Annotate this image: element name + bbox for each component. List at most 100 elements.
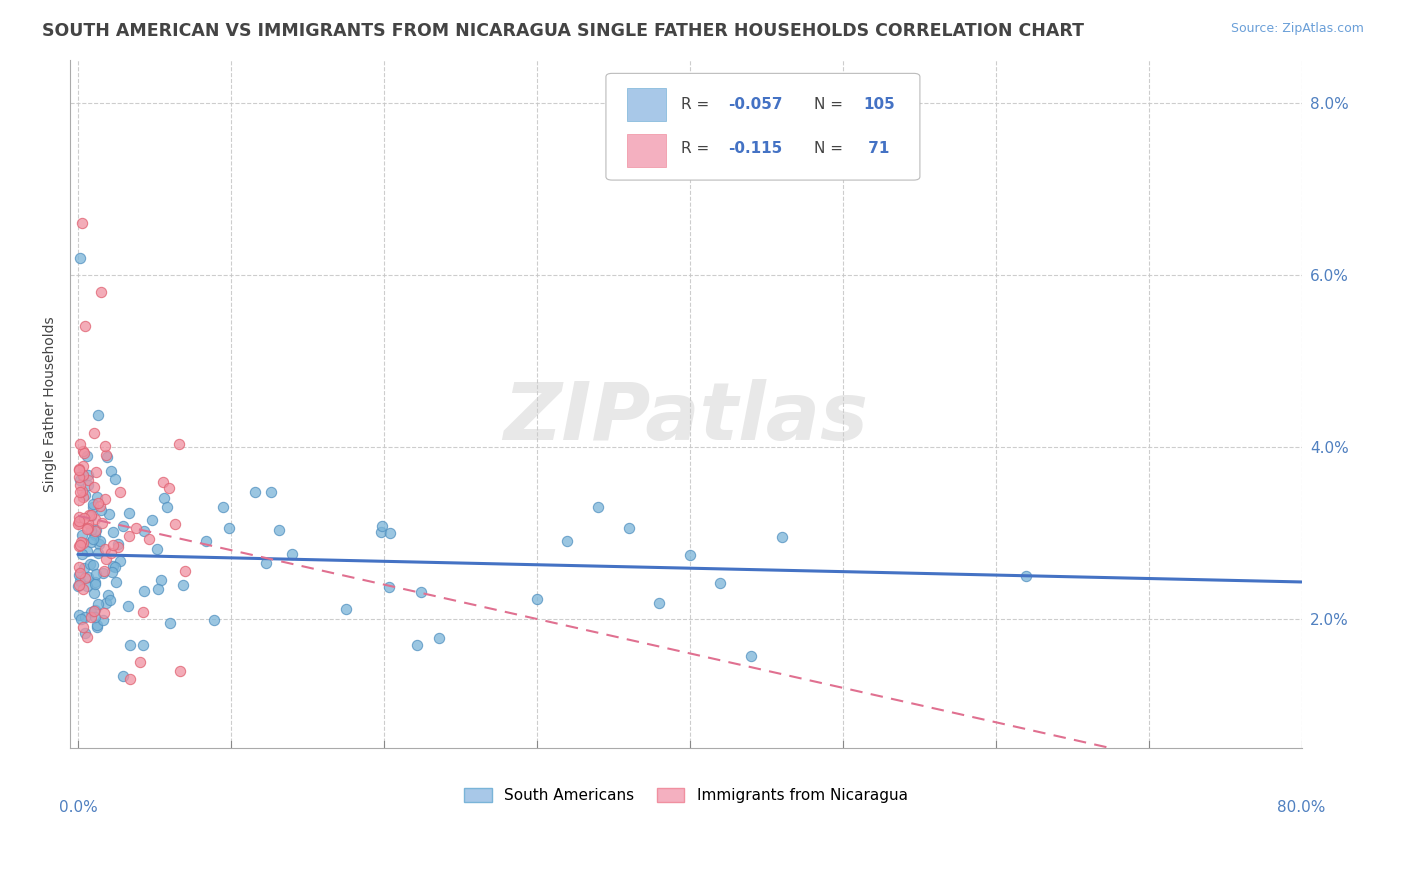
- Point: [174, 564, 197, 578]
- Point: [90, 503, 112, 517]
- Text: ZIPatlas: ZIPatlas: [503, 378, 869, 457]
- Text: 105: 105: [863, 97, 896, 112]
- Point: [70, 535, 93, 549]
- Point: [94, 541, 117, 556]
- Point: [110, 485, 132, 500]
- Point: [94, 449, 117, 463]
- Point: [98, 593, 121, 607]
- Point: [172, 578, 194, 592]
- Point: [87, 598, 110, 612]
- Point: [67, 469, 90, 483]
- Text: 0.0%: 0.0%: [59, 800, 97, 814]
- Text: SOUTH AMERICAN VS IMMIGRANTS FROM NICARAGUA SINGLE FATHER HOUSEHOLDS CORRELATION: SOUTH AMERICAN VS IMMIGRANTS FROM NICARA…: [42, 22, 1084, 40]
- Point: [93, 606, 115, 620]
- Point: [243, 484, 266, 499]
- Point: [138, 533, 160, 547]
- Point: [75, 571, 97, 585]
- Point: [107, 537, 129, 551]
- Point: [108, 554, 131, 568]
- Point: [129, 655, 152, 669]
- Point: [146, 582, 169, 596]
- Point: [157, 481, 180, 495]
- Point: [405, 638, 427, 652]
- Point: [67, 539, 90, 553]
- Point: [97, 588, 120, 602]
- Point: [72, 483, 94, 498]
- Point: [82, 558, 104, 572]
- Point: [79, 523, 101, 537]
- Point: [141, 513, 163, 527]
- Point: [80, 605, 103, 619]
- Point: [83, 577, 105, 591]
- Point: [67, 578, 90, 592]
- Point: [79, 609, 101, 624]
- Point: [83, 603, 105, 617]
- Point: [69, 560, 91, 574]
- Point: [70, 216, 93, 230]
- Point: [101, 538, 124, 552]
- Point: [82, 496, 104, 510]
- Point: [69, 251, 91, 265]
- Point: [89, 499, 111, 513]
- Point: [72, 467, 94, 482]
- Point: [76, 522, 98, 536]
- Point: [67, 509, 90, 524]
- Point: [149, 574, 172, 588]
- Point: [89, 533, 111, 548]
- Point: [83, 528, 105, 542]
- Point: [90, 285, 112, 299]
- Point: [218, 521, 240, 535]
- Point: [69, 566, 91, 580]
- Point: [84, 567, 107, 582]
- Point: [100, 464, 122, 478]
- Point: [82, 500, 104, 514]
- Point: [281, 547, 304, 561]
- Point: [377, 580, 399, 594]
- Point: [86, 496, 108, 510]
- Point: [117, 599, 139, 614]
- Point: [72, 491, 94, 505]
- Point: [132, 524, 155, 538]
- Point: [111, 669, 134, 683]
- Text: N =: N =: [814, 141, 848, 156]
- Point: [107, 540, 129, 554]
- Point: [91, 613, 114, 627]
- Point: [72, 619, 94, 633]
- Point: [79, 557, 101, 571]
- Point: [67, 608, 90, 623]
- Point: [104, 472, 127, 486]
- Point: [72, 446, 94, 460]
- Text: 71: 71: [863, 141, 890, 156]
- Point: [76, 630, 98, 644]
- Point: [70, 528, 93, 542]
- Point: [259, 485, 281, 500]
- Point: [75, 625, 97, 640]
- Point: [72, 459, 94, 474]
- Point: [69, 478, 91, 492]
- Point: [77, 508, 100, 522]
- Point: [152, 491, 174, 505]
- Point: [86, 618, 108, 632]
- Point: [101, 565, 124, 579]
- Point: [378, 525, 401, 540]
- Point: [84, 511, 107, 525]
- Point: [335, 602, 357, 616]
- Point: [134, 583, 156, 598]
- Point: [111, 519, 134, 533]
- Point: [79, 508, 101, 523]
- Point: [80, 508, 103, 523]
- Point: [91, 566, 114, 580]
- Point: [94, 492, 117, 507]
- Point: [84, 610, 107, 624]
- Point: [76, 449, 98, 463]
- Point: [83, 604, 105, 618]
- Point: [269, 523, 291, 537]
- Point: [165, 517, 187, 532]
- Point: [83, 425, 105, 440]
- Point: [77, 520, 100, 534]
- Point: [69, 612, 91, 626]
- Point: [709, 576, 731, 591]
- Point: [82, 533, 104, 547]
- Point: [84, 523, 107, 537]
- Point: [617, 520, 640, 534]
